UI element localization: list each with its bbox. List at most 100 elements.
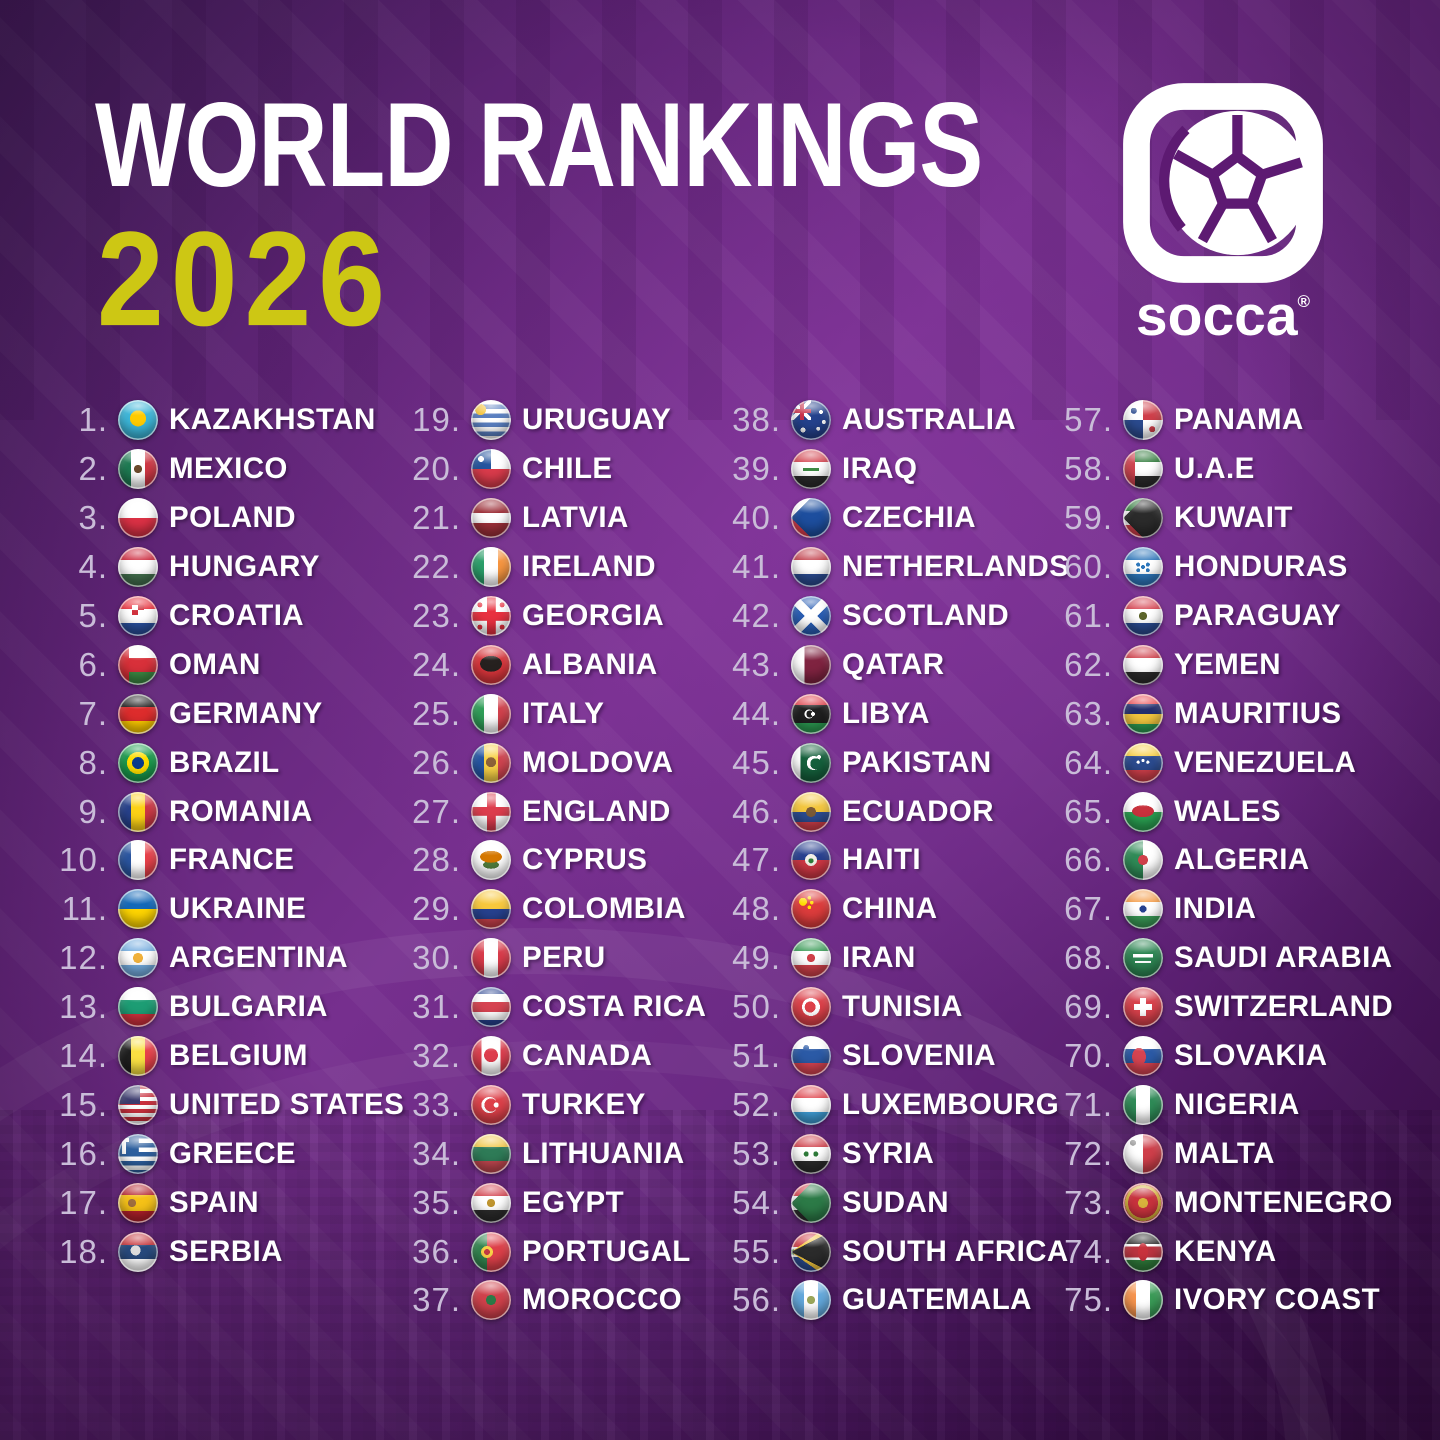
flag-honduras-icon <box>1123 547 1163 588</box>
rank-number: 59. <box>1064 499 1113 537</box>
ranking-row: 68. SAUDI ARABIA <box>1061 934 1410 983</box>
ranking-row: 59. KUWAIT <box>1061 494 1410 543</box>
rankings-grid: 1. KAZAKHSTAN 2. MEXICO 3. POLAND 4. HUNGARY 5. C… <box>56 396 1410 1325</box>
country-name: TUNISIA <box>842 990 963 1024</box>
flag-united-states-icon <box>118 1084 158 1125</box>
rank-number: 54. <box>732 1183 781 1221</box>
ranking-row: 20. CHILE <box>409 445 729 494</box>
ranking-row: 72. MALTA <box>1061 1129 1410 1178</box>
flag-uruguay-icon <box>471 400 511 441</box>
ranking-row: 16. GREECE <box>56 1129 409 1178</box>
ranking-row: 33. TURKEY <box>409 1080 729 1129</box>
ranking-row: 70. SLOVAKIA <box>1061 1032 1410 1081</box>
country-name: LITHUANIA <box>522 1136 685 1170</box>
flag-germany-icon <box>118 693 158 734</box>
country-name: ECUADOR <box>842 794 994 828</box>
flag-slovenia-icon <box>791 1036 831 1077</box>
ranking-row: 37. MOROCCO <box>409 1276 729 1325</box>
ranking-row: 63. MAURITIUS <box>1061 689 1410 738</box>
flag-italy-icon <box>471 693 511 734</box>
flag-portugal-icon <box>471 1231 511 1272</box>
rank-number: 55. <box>732 1232 781 1270</box>
rank-number: 56. <box>732 1281 781 1319</box>
ranking-row: 60. HONDURAS <box>1061 543 1410 592</box>
ranking-row: 14. BELGIUM <box>56 1032 409 1081</box>
country-name: LUXEMBOURG <box>842 1087 1060 1121</box>
country-name: CANADA <box>522 1039 653 1073</box>
flag-kazakhstan-icon <box>118 400 158 441</box>
rank-number: 62. <box>1064 645 1113 683</box>
ranking-row: 52. LUXEMBOURG <box>729 1080 1061 1129</box>
rank-number: 26. <box>412 743 461 781</box>
flag-paraguay-icon <box>1123 596 1163 636</box>
rank-number: 40. <box>732 499 781 537</box>
flag-malta-icon <box>1123 1133 1163 1174</box>
flag-moldova-icon <box>471 742 511 783</box>
ranking-row: 48. CHINA <box>729 885 1061 934</box>
flag-yemen-icon <box>1123 644 1163 685</box>
country-name: MALTA <box>1174 1136 1275 1170</box>
flag-serbia-icon <box>118 1231 158 1272</box>
country-name: AUSTRALIA <box>842 403 1017 437</box>
country-name: COLOMBIA <box>522 892 686 926</box>
country-name: HUNGARY <box>169 550 320 584</box>
country-name: U.A.E <box>1174 452 1255 486</box>
country-name: GUATEMALA <box>842 1283 1032 1317</box>
rank-number: 10. <box>59 841 108 879</box>
rank-number: 30. <box>412 939 461 977</box>
flag-lithuania-icon <box>471 1133 511 1174</box>
ranking-row: 40. CZECHIA <box>729 494 1061 543</box>
ranking-row: 23. GEORGIA <box>409 592 729 641</box>
flag-pakistan-icon <box>791 742 831 783</box>
flag-czechia-icon <box>791 498 831 539</box>
country-name: KUWAIT <box>1174 501 1293 535</box>
flag-tunisia-icon <box>791 987 831 1028</box>
flag-morocco-icon <box>471 1280 511 1321</box>
flag-saudi-arabia-icon <box>1123 938 1163 979</box>
country-name: CZECHIA <box>842 501 976 535</box>
rank-number: 19. <box>412 401 461 439</box>
country-name: LATVIA <box>522 501 629 535</box>
rank-number: 31. <box>412 988 461 1026</box>
flag-croatia-icon <box>118 596 158 636</box>
country-name: GERMANY <box>169 696 323 730</box>
flag-venezuela-icon <box>1123 742 1163 783</box>
rank-number: 29. <box>412 890 461 928</box>
country-name: PERU <box>522 941 606 975</box>
ranking-row: 32. CANADA <box>409 1032 729 1081</box>
ranking-row: 57. PANAMA <box>1061 396 1410 445</box>
ranking-row: 19. URUGUAY <box>409 396 729 445</box>
country-name: PARAGUAY <box>1174 599 1342 632</box>
country-name: IVORY COAST <box>1174 1283 1381 1317</box>
rank-number: 32. <box>412 1037 461 1075</box>
flag-mexico-icon <box>118 449 158 490</box>
country-name: IRELAND <box>522 550 656 584</box>
ranking-row: 69. SWITZERLAND <box>1061 983 1410 1032</box>
country-name: ROMANIA <box>169 794 313 828</box>
flag-iran-icon <box>791 938 831 979</box>
flag-england-icon <box>471 791 511 832</box>
ranking-row: 67. INDIA <box>1061 885 1410 934</box>
flag-mauritius-icon <box>1123 693 1163 734</box>
ranking-row: 73. MONTENEGRO <box>1061 1178 1410 1227</box>
ranking-row: 62. YEMEN <box>1061 640 1410 689</box>
flag-canada-icon <box>471 1036 511 1077</box>
flag-montenegro-icon <box>1123 1182 1163 1223</box>
country-name: ALBANIA <box>522 647 658 681</box>
rank-number: 11. <box>61 890 108 928</box>
flag-wales-icon <box>1123 791 1163 832</box>
rank-number: 2. <box>78 450 108 488</box>
country-name: SAUDI ARABIA <box>1174 941 1393 975</box>
registered-mark: ® <box>1297 292 1311 311</box>
country-name: SPAIN <box>169 1185 259 1219</box>
rank-number: 49. <box>732 939 781 977</box>
country-name: GREECE <box>169 1136 296 1170</box>
rank-number: 72. <box>1064 1134 1113 1172</box>
flag-switzerland-icon <box>1123 987 1163 1028</box>
ranking-row: 24. ALBANIA <box>409 640 729 689</box>
flag-netherlands-icon <box>791 547 831 588</box>
rank-number: 64. <box>1064 743 1113 781</box>
ranking-row: 15. UNITED STATES <box>56 1080 409 1129</box>
country-name: COSTA RICA <box>522 990 707 1024</box>
